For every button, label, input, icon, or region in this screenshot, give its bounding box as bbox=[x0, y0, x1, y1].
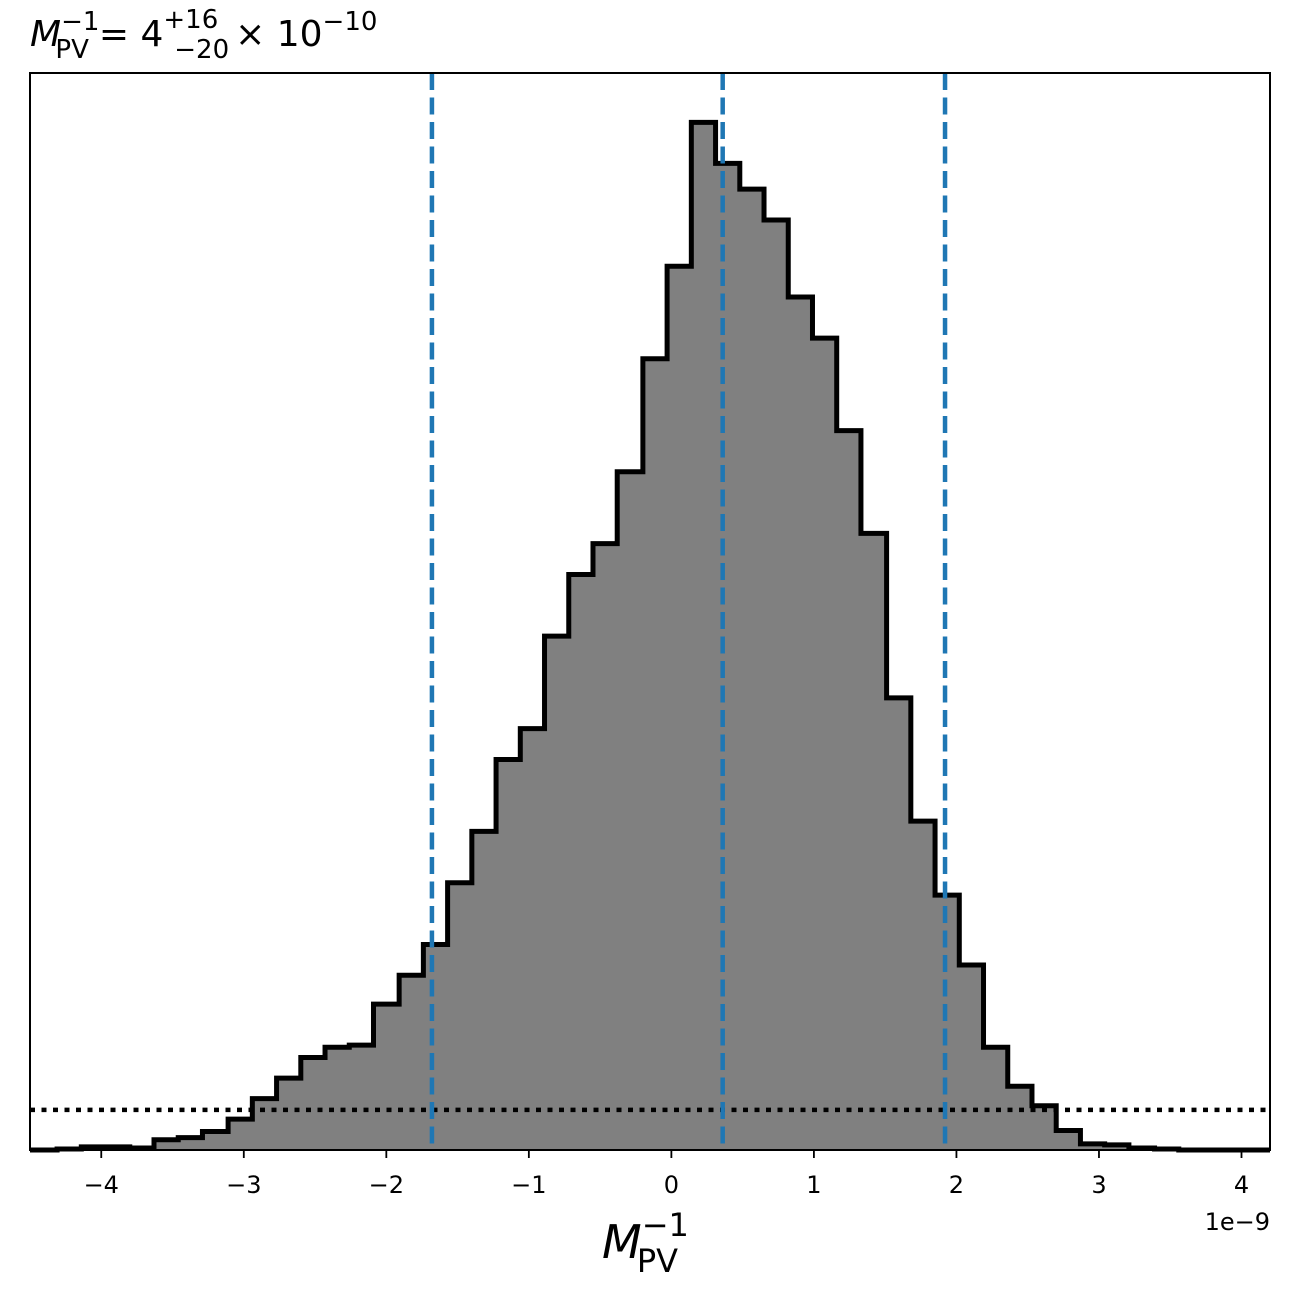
x-tick-label: 3 bbox=[1091, 1171, 1106, 1199]
histogram-bar bbox=[764, 219, 789, 1151]
histogram-bar bbox=[178, 1137, 203, 1150]
histogram-bar bbox=[836, 430, 862, 1150]
title-sup: −1 bbox=[61, 7, 99, 37]
histogram-bar bbox=[959, 965, 985, 1150]
histogram-bar bbox=[886, 697, 912, 1150]
title-sub: PV bbox=[55, 35, 89, 65]
histogram-bar bbox=[812, 338, 838, 1151]
axes-frame bbox=[29, 72, 1271, 1151]
histogram-bar bbox=[496, 759, 521, 1150]
title-times: × 10 bbox=[235, 14, 322, 55]
histogram-bar bbox=[1007, 1086, 1033, 1150]
histogram-bar bbox=[349, 1045, 374, 1150]
title-upper-err: +16 bbox=[163, 5, 218, 35]
histogram-bar bbox=[983, 1047, 1009, 1150]
histogram-bar bbox=[154, 1139, 179, 1150]
title-exp: −10 bbox=[323, 7, 378, 37]
histogram-bar bbox=[739, 189, 765, 1151]
histogram-bar bbox=[447, 882, 473, 1150]
histogram-bar bbox=[399, 975, 424, 1150]
plot-area bbox=[30, 73, 1270, 1153]
title-lower-err: −20 bbox=[174, 35, 229, 65]
x-tick-label: 4 bbox=[1234, 1171, 1249, 1199]
histogram-bar bbox=[1056, 1130, 1081, 1150]
histogram-bar bbox=[300, 1057, 326, 1150]
histogram-bar bbox=[228, 1119, 253, 1150]
histogram-bar bbox=[691, 122, 717, 1150]
histogram-bar bbox=[520, 728, 546, 1150]
histogram-bar bbox=[1104, 1144, 1130, 1150]
x-tick-label: −3 bbox=[226, 1171, 261, 1199]
histogram-bar bbox=[325, 1047, 350, 1150]
histogram-bar bbox=[667, 266, 692, 1151]
histogram-bar bbox=[1031, 1105, 1057, 1150]
x-tick-label: −4 bbox=[84, 1171, 119, 1199]
histogram-bar bbox=[592, 543, 618, 1150]
histogram-bar bbox=[471, 831, 497, 1150]
histogram-bar bbox=[544, 636, 570, 1150]
xlabel-symbol: M bbox=[602, 1215, 642, 1269]
histogram-bar bbox=[423, 944, 449, 1150]
x-axis-label: M−1 PV bbox=[602, 1206, 689, 1280]
histogram-bar bbox=[788, 297, 813, 1150]
histogram-bar bbox=[910, 821, 936, 1150]
x-tick-label: 1 bbox=[806, 1171, 821, 1199]
x-axis-ticks: −4 −3 −2 −1 0 1 2 3 4 bbox=[84, 1150, 1249, 1199]
histogram-bar bbox=[935, 895, 960, 1150]
histogram-bar bbox=[252, 1098, 278, 1150]
x-tick-label: 0 bbox=[664, 1171, 679, 1199]
histogram-bar bbox=[1080, 1143, 1106, 1150]
chart-title: M−1 PV = 4+16 −20 × 10−10 bbox=[30, 5, 377, 65]
histogram-outline bbox=[30, 119, 1270, 1153]
x-tick-label: −1 bbox=[511, 1171, 546, 1199]
x-tick-label: −2 bbox=[369, 1171, 404, 1199]
histogram-bar bbox=[202, 1131, 229, 1150]
x-tick-label: 2 bbox=[949, 1171, 964, 1199]
histogram-bar bbox=[373, 1004, 400, 1150]
histogram-bar bbox=[617, 471, 644, 1150]
histogram-bar bbox=[276, 1078, 302, 1150]
xlabel-sub: PV bbox=[637, 1242, 678, 1280]
offset-text: 1e−9 bbox=[1205, 1208, 1270, 1236]
histogram-bar bbox=[860, 533, 888, 1150]
histogram-bar bbox=[642, 358, 668, 1150]
xlabel-sup: −1 bbox=[642, 1206, 689, 1244]
title-equals: = 4 bbox=[99, 14, 164, 55]
histogram-bar bbox=[568, 574, 594, 1150]
title-symbol: M bbox=[30, 14, 61, 55]
histogram-bar bbox=[715, 163, 741, 1150]
